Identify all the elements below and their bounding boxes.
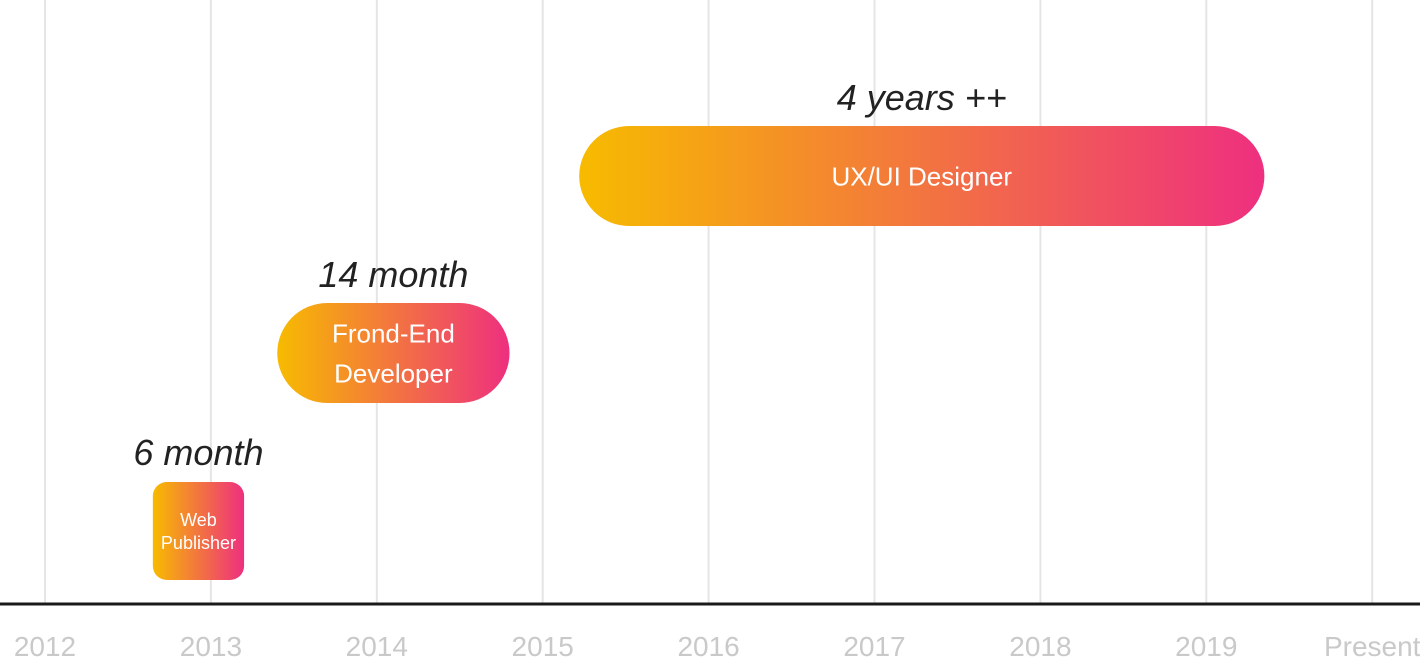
- duration-label-ux-ui-designer: 4 years ++: [837, 77, 1007, 118]
- role-bar-frond-end-developer: [277, 303, 510, 403]
- role-bars: Web Publisher 6 month Frond-End Developer 14 …: [133, 77, 1265, 580]
- x-tick-label-2012: 2012: [14, 631, 76, 660]
- x-tick-label-2017: 2017: [843, 631, 905, 660]
- x-tick-label-2013: 2013: [180, 631, 242, 660]
- role-bar-ux-ui-designer: [579, 126, 1265, 226]
- x-tick-label-2015: 2015: [512, 631, 574, 660]
- duration-label-frond-end-developer: 14 month: [318, 254, 468, 295]
- x-tick-label-2019: 2019: [1175, 631, 1237, 660]
- role-label-frond-end-developer-line-2: Developer: [334, 358, 453, 388]
- duration-label-web-publisher: 6 month: [133, 432, 263, 473]
- x-tick-label-2018: 2018: [1009, 631, 1071, 660]
- x-tick-label-present: Present: [1324, 631, 1420, 660]
- x-tick-label-2014: 2014: [346, 631, 408, 660]
- role-bar-web-publisher: [152, 482, 245, 580]
- x-axis: 2012 2013 2014 2015 2016 2017 2018 2019 Present: [0, 602, 1420, 660]
- x-tick-label-2016: 2016: [677, 631, 739, 660]
- role-label-web-publisher-line-1: Web: [180, 510, 217, 530]
- role-bar-group-web-publisher: Web Publisher 6 month: [133, 432, 263, 580]
- role-bar-group-frond-end-developer: Frond-End Developer 14 month: [277, 254, 510, 403]
- role-label-ux-ui-designer: UX/UI Designer: [831, 161, 1012, 191]
- grid-lines: [44, 0, 1374, 604]
- role-bar-group-ux-ui-designer: UX/UI Designer 4 years ++: [579, 77, 1265, 226]
- role-label-frond-end-developer-line-1: Frond-End: [332, 318, 455, 348]
- role-label-web-publisher-line-2: Publisher: [161, 533, 236, 553]
